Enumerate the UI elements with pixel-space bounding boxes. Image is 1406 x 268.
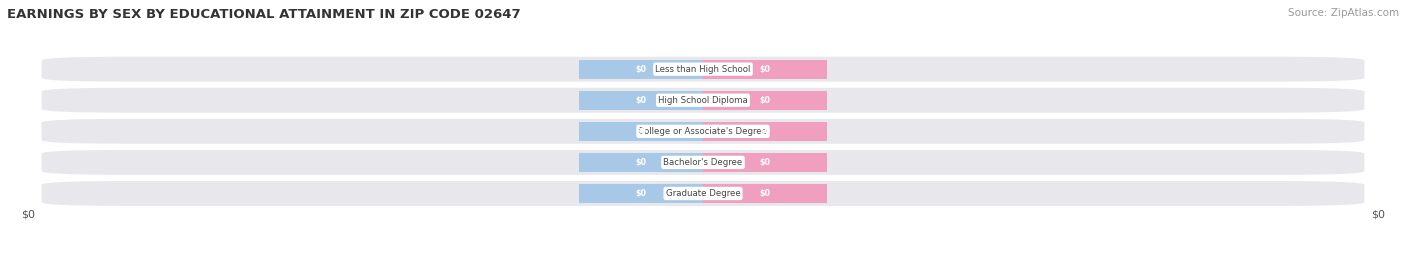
Text: $0: $0: [636, 158, 647, 167]
Bar: [579, 59, 703, 79]
Bar: [579, 153, 703, 172]
Bar: [703, 59, 827, 79]
Text: $0: $0: [759, 127, 770, 136]
Text: $0: $0: [759, 96, 770, 105]
Text: Less than High School: Less than High School: [655, 65, 751, 74]
Text: $0: $0: [759, 158, 770, 167]
FancyBboxPatch shape: [42, 88, 1364, 113]
Legend: Male, Female: Male, Female: [641, 265, 765, 268]
Bar: [703, 122, 827, 141]
Bar: [703, 153, 827, 172]
FancyBboxPatch shape: [42, 181, 1364, 206]
Bar: [703, 184, 827, 203]
Bar: [703, 91, 827, 110]
Text: High School Diploma: High School Diploma: [658, 96, 748, 105]
Bar: [579, 91, 703, 110]
Text: $0: $0: [759, 65, 770, 74]
Text: $0: $0: [1371, 209, 1385, 219]
Text: College or Associate's Degree: College or Associate's Degree: [638, 127, 768, 136]
Text: $0: $0: [636, 189, 647, 198]
Text: $0: $0: [636, 65, 647, 74]
Text: $0: $0: [636, 96, 647, 105]
Text: Source: ZipAtlas.com: Source: ZipAtlas.com: [1288, 8, 1399, 18]
Bar: [579, 122, 703, 141]
Text: $0: $0: [21, 209, 35, 219]
Text: $0: $0: [759, 189, 770, 198]
Text: Graduate Degree: Graduate Degree: [665, 189, 741, 198]
Text: $0: $0: [636, 127, 647, 136]
FancyBboxPatch shape: [42, 57, 1364, 81]
Bar: [579, 184, 703, 203]
FancyBboxPatch shape: [42, 119, 1364, 144]
Text: Bachelor's Degree: Bachelor's Degree: [664, 158, 742, 167]
Text: EARNINGS BY SEX BY EDUCATIONAL ATTAINMENT IN ZIP CODE 02647: EARNINGS BY SEX BY EDUCATIONAL ATTAINMEN…: [7, 8, 520, 21]
FancyBboxPatch shape: [42, 150, 1364, 175]
